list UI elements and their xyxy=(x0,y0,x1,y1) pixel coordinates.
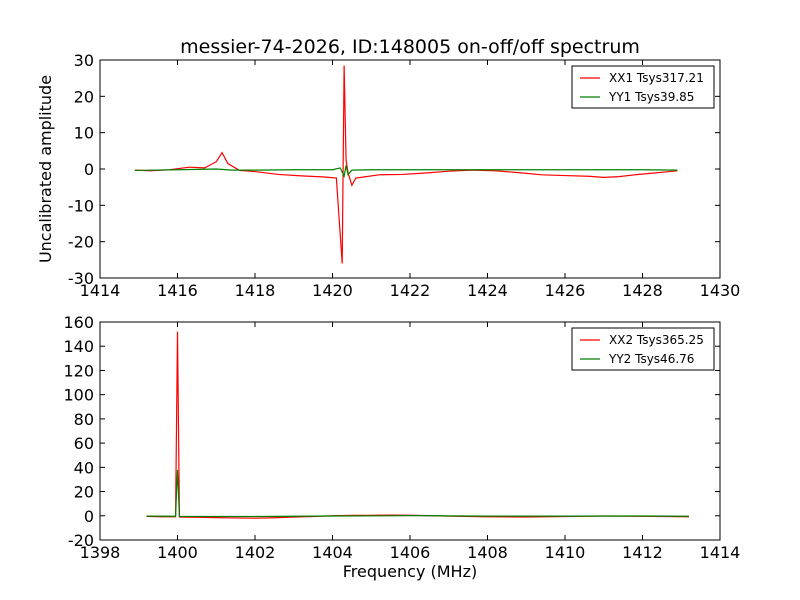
x-tick-label: 1416 xyxy=(157,281,198,300)
chart-title: messier-74-2026, ID:148005 on-off/off sp… xyxy=(180,36,640,58)
x-tick-label: 1398 xyxy=(80,543,121,562)
x-tick-label: 1424 xyxy=(467,281,508,300)
x-tick-label: 1420 xyxy=(312,281,353,300)
x-tick-label: 1414 xyxy=(80,281,121,300)
x-tick-label: 1418 xyxy=(235,281,276,300)
legend-label: YY1 Tsys39.85 xyxy=(608,90,694,104)
y-tick-label: 120 xyxy=(63,361,94,380)
y-tick-label: 140 xyxy=(63,337,94,356)
x-tick-label: 1428 xyxy=(622,281,663,300)
bottom-chart-panel: Frequency (MHz) 1398 1400 1402 1404 1406 1408… xyxy=(63,313,740,581)
x-tick-label: 1400 xyxy=(157,543,198,562)
x-tick-label: 1414 xyxy=(700,543,741,562)
x-tick-label: 1404 xyxy=(312,543,353,562)
x-tick-label: 1406 xyxy=(390,543,431,562)
y-tick-label: -20 xyxy=(68,233,94,252)
x-tick-label: 1430 xyxy=(700,281,741,300)
y-tick-label: 80 xyxy=(74,410,94,429)
x-tick-label: 1426 xyxy=(545,281,586,300)
y-tick-label: 20 xyxy=(74,87,94,106)
y-tick-label: 0 xyxy=(84,160,94,179)
y-tick-label: 0 xyxy=(84,507,94,526)
y-tick-label: -10 xyxy=(68,196,94,215)
legend-label: XX2 Tsys365.25 xyxy=(609,333,704,347)
y-tick-label: 20 xyxy=(74,483,94,502)
y-axis-label: Uncalibrated amplitude xyxy=(36,75,55,263)
y-tick-label: -20 xyxy=(68,531,94,550)
x-tick-label: 1408 xyxy=(467,543,508,562)
y-tick-label: -30 xyxy=(68,269,94,288)
series-line-1 xyxy=(134,65,678,264)
top-chart-panel: messier-74-2026, ID:148005 on-off/off sp… xyxy=(36,36,740,300)
x-tick-label: 1402 xyxy=(235,543,276,562)
legend-label: XX1 Tsys317.21 xyxy=(609,71,704,85)
x-tick-label: 1412 xyxy=(622,543,663,562)
legend-box xyxy=(571,327,715,371)
x-tick-label: 1422 xyxy=(390,281,431,300)
y-tick-label: 10 xyxy=(74,124,94,143)
x-tick-label: 1410 xyxy=(545,543,586,562)
y-tick-label: 40 xyxy=(74,458,94,477)
y-tick-label: 100 xyxy=(63,386,94,405)
y-tick-label: 160 xyxy=(63,313,94,332)
series-line-2 xyxy=(146,469,690,518)
x-axis-label: Frequency (MHz) xyxy=(343,562,477,581)
y-tick-label: 60 xyxy=(74,434,94,453)
series-line-2 xyxy=(134,165,678,179)
legend-box xyxy=(571,65,715,109)
y-tick-label: 30 xyxy=(74,51,94,70)
legend-label: YY2 Tsys46.76 xyxy=(608,352,694,366)
